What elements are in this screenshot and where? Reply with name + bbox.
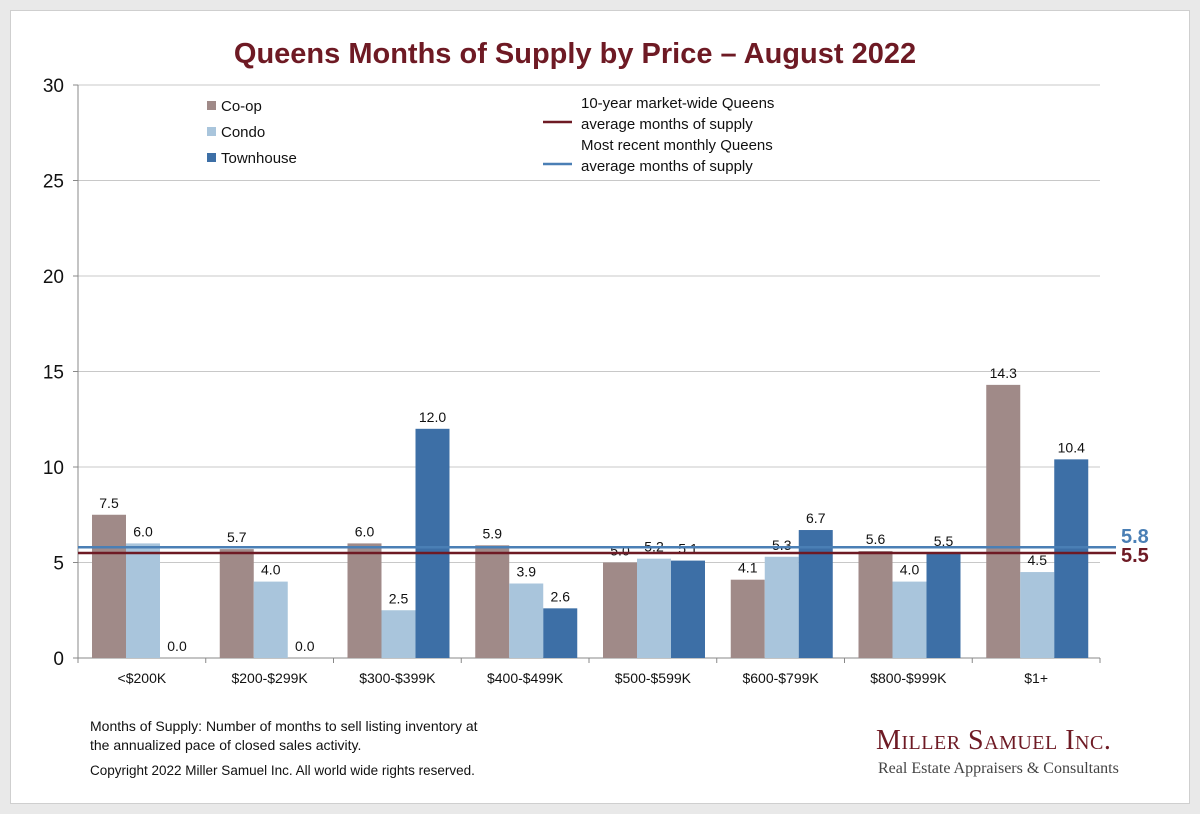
data-label: 0.0 xyxy=(167,638,187,654)
bar-co-op xyxy=(475,545,510,658)
data-label: 14.3 xyxy=(990,365,1017,381)
data-label: 3.9 xyxy=(517,564,537,580)
legend-label: Most recent monthly Queens xyxy=(581,137,773,154)
bar-condo xyxy=(637,558,671,658)
bar-co-op xyxy=(730,579,765,658)
y-tick-label: 15 xyxy=(43,363,64,384)
y-tick-label: 20 xyxy=(43,267,64,288)
x-tick-label: $800-$999K xyxy=(870,670,947,686)
y-tick-label: 10 xyxy=(43,458,64,479)
bar-condo xyxy=(1020,572,1055,658)
data-label: 4.1 xyxy=(738,560,758,576)
legend-swatch xyxy=(207,153,216,162)
data-label: 0.0 xyxy=(295,638,315,654)
data-label: 5.9 xyxy=(483,525,503,541)
data-label: 5.6 xyxy=(866,531,886,547)
bar-townhouse xyxy=(671,560,705,658)
bar-co-op xyxy=(986,384,1021,658)
x-tick-label: <$200K xyxy=(118,670,167,686)
y-tick-label: 30 xyxy=(43,76,64,97)
legend-label: 10-year market-wide Queens xyxy=(581,95,774,112)
bar-co-op xyxy=(603,562,637,658)
bar-townhouse xyxy=(543,608,578,658)
bar-condo xyxy=(126,543,160,658)
bar-co-op xyxy=(219,549,254,658)
data-label: 5.3 xyxy=(772,537,792,553)
y-tick-label: 25 xyxy=(43,172,64,193)
data-label: 6.0 xyxy=(133,523,153,539)
legend-swatch xyxy=(207,127,216,136)
x-tick-label: $200-$299K xyxy=(231,670,308,686)
data-label: 2.6 xyxy=(551,588,571,604)
bar-condo xyxy=(253,581,288,658)
footnote-line-2: the annualized pace of closed sales acti… xyxy=(90,737,362,753)
company-logo-tagline: Real Estate Appraisers & Consultants xyxy=(878,760,1119,777)
data-label: 12.0 xyxy=(419,409,446,425)
bar-townhouse xyxy=(798,530,833,658)
reference-line-value: 5.8 xyxy=(1121,526,1149,548)
footnote-line-1: Months of Supply: Number of months to se… xyxy=(90,718,478,734)
data-label: 2.5 xyxy=(389,590,409,606)
bar-co-op xyxy=(858,551,893,658)
bar-condo xyxy=(892,581,927,658)
data-label: 6.7 xyxy=(806,510,826,526)
x-tick-label: $600-$799K xyxy=(742,670,819,686)
data-label: 5.0 xyxy=(610,543,630,559)
legend-label: average months of supply xyxy=(581,116,753,133)
data-label: 10.4 xyxy=(1058,439,1085,455)
bar-co-op xyxy=(347,543,382,658)
y-tick-label: 5 xyxy=(53,554,64,575)
bar-co-op xyxy=(92,514,126,658)
bar-townhouse xyxy=(415,428,450,658)
bar-condo xyxy=(764,556,799,658)
data-label: 4.0 xyxy=(900,562,920,578)
bar-condo xyxy=(509,583,544,658)
x-tick-label: $300-$399K xyxy=(359,670,436,686)
x-tick-label: $500-$599K xyxy=(615,670,692,686)
data-label: 7.5 xyxy=(99,495,119,511)
legend-label: Townhouse xyxy=(221,150,297,167)
data-label: 4.5 xyxy=(1028,552,1048,568)
data-label: 5.7 xyxy=(227,529,247,545)
bar-condo xyxy=(381,610,416,658)
reference-line-value: 5.5 xyxy=(1121,545,1149,567)
data-label: 4.0 xyxy=(261,562,281,578)
x-tick-label: $400-$499K xyxy=(487,670,564,686)
chart-title: Queens Months of Supply by Price – Augus… xyxy=(233,38,917,70)
data-label: 5.5 xyxy=(934,533,954,549)
company-logo-name: Miller Samuel Inc. xyxy=(876,725,1112,756)
legend-swatch xyxy=(207,101,216,110)
y-tick-label: 0 xyxy=(53,649,64,670)
bar-townhouse xyxy=(1054,459,1089,658)
legend-label: average months of supply xyxy=(581,158,753,175)
legend-label: Co-op xyxy=(221,98,262,115)
bar-townhouse xyxy=(926,552,961,658)
copyright-text: Copyright 2022 Miller Samuel Inc. All wo… xyxy=(90,763,475,778)
legend-label: Condo xyxy=(221,124,265,141)
x-tick-label: $1+ xyxy=(1024,670,1048,686)
data-label: 6.0 xyxy=(355,523,375,539)
